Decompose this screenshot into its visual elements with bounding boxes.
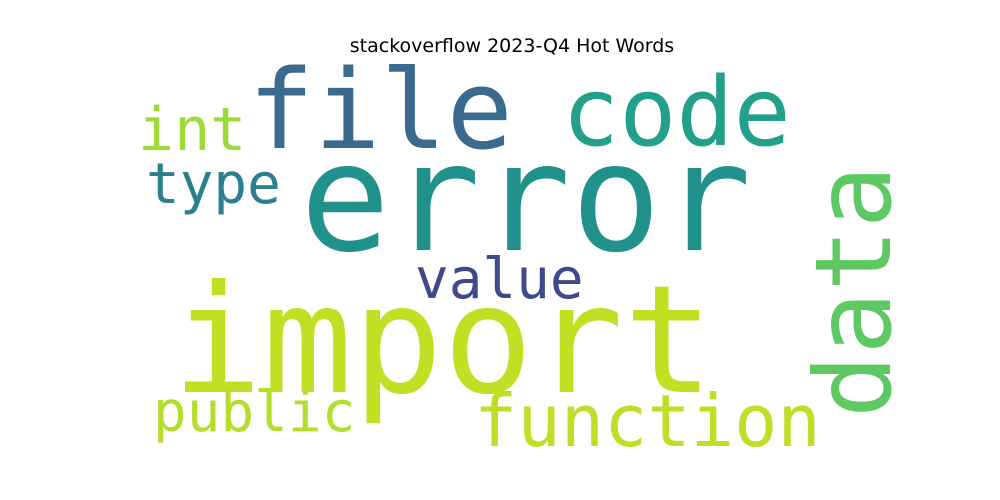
word-public: public: [153, 380, 355, 445]
word-type: type: [146, 152, 281, 217]
chart-title: stackoverflow 2023-Q4 Hot Words: [350, 35, 674, 57]
word-file: file: [248, 46, 513, 174]
word-int: int: [138, 95, 246, 165]
word-code: code: [562, 58, 791, 168]
word-function: function: [474, 379, 821, 463]
word-value: value: [415, 247, 584, 312]
word-error: error: [300, 112, 752, 286]
word-data: data: [793, 165, 915, 418]
word-import: import: [172, 254, 714, 428]
